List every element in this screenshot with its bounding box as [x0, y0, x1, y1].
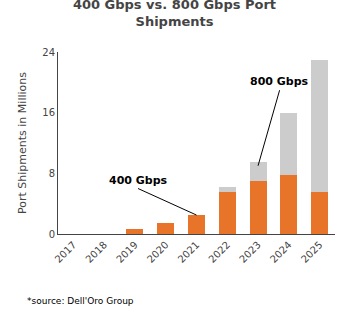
svg-text:2020: 2020	[145, 239, 171, 265]
svg-text:800 Gbps: 800 Gbps	[250, 75, 309, 88]
svg-text:2021: 2021	[176, 239, 202, 265]
svg-text:2023: 2023	[237, 239, 263, 265]
svg-text:24: 24	[42, 47, 55, 58]
svg-text:2025: 2025	[299, 239, 325, 265]
svg-text:2018: 2018	[83, 239, 109, 265]
svg-text:*source: Dell'Oro Group: *source: Dell'Oro Group	[27, 296, 134, 306]
svg-text:Port Shipments in Millions: Port Shipments in Millions	[16, 72, 29, 214]
svg-text:0: 0	[49, 229, 55, 240]
svg-text:2022: 2022	[206, 239, 232, 265]
svg-text:8: 8	[49, 168, 55, 179]
svg-text:16: 16	[42, 107, 55, 118]
svg-text:400 Gbps vs. 800 Gbps PortShip: 400 Gbps vs. 800 Gbps PortShipments	[73, 0, 276, 29]
svg-text:400 Gbps: 400 Gbps	[109, 174, 168, 187]
svg-text:2024: 2024	[268, 239, 294, 265]
svg-text:2017: 2017	[53, 239, 79, 265]
svg-text:2019: 2019	[114, 239, 140, 265]
